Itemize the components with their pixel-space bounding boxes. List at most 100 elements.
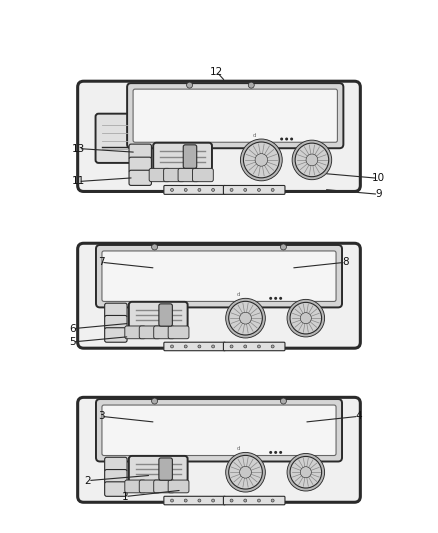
Circle shape xyxy=(269,451,272,454)
Circle shape xyxy=(230,499,233,502)
FancyBboxPatch shape xyxy=(129,302,187,328)
Text: 4: 4 xyxy=(355,411,362,421)
Circle shape xyxy=(290,456,321,488)
Text: 3: 3 xyxy=(98,411,104,421)
Circle shape xyxy=(229,301,262,335)
FancyBboxPatch shape xyxy=(154,480,174,493)
FancyBboxPatch shape xyxy=(159,304,173,326)
FancyBboxPatch shape xyxy=(223,185,285,195)
Circle shape xyxy=(269,297,272,300)
Circle shape xyxy=(306,154,318,166)
FancyBboxPatch shape xyxy=(149,168,170,182)
Circle shape xyxy=(244,189,247,191)
Text: 1: 1 xyxy=(122,491,128,502)
Circle shape xyxy=(244,345,247,348)
FancyBboxPatch shape xyxy=(78,243,360,348)
Circle shape xyxy=(280,398,286,404)
FancyBboxPatch shape xyxy=(159,458,173,480)
Text: 9: 9 xyxy=(375,189,381,199)
Circle shape xyxy=(226,298,265,338)
FancyBboxPatch shape xyxy=(168,326,189,339)
FancyBboxPatch shape xyxy=(129,170,152,185)
Text: 6: 6 xyxy=(69,324,76,334)
Circle shape xyxy=(187,82,193,88)
Circle shape xyxy=(170,189,173,191)
Circle shape xyxy=(295,143,328,177)
Circle shape xyxy=(271,345,274,348)
FancyBboxPatch shape xyxy=(102,405,336,456)
Circle shape xyxy=(279,297,282,300)
Text: d: d xyxy=(237,447,240,451)
Circle shape xyxy=(240,466,251,478)
Circle shape xyxy=(285,138,288,141)
FancyBboxPatch shape xyxy=(154,326,174,339)
FancyBboxPatch shape xyxy=(164,496,226,505)
FancyBboxPatch shape xyxy=(164,168,184,182)
FancyBboxPatch shape xyxy=(127,83,343,148)
Circle shape xyxy=(290,302,321,334)
Circle shape xyxy=(258,345,261,348)
FancyBboxPatch shape xyxy=(105,470,127,484)
Text: 5: 5 xyxy=(69,337,76,347)
FancyBboxPatch shape xyxy=(96,399,342,462)
Text: d: d xyxy=(252,133,256,138)
FancyBboxPatch shape xyxy=(193,168,213,182)
Text: 2: 2 xyxy=(85,475,92,486)
Circle shape xyxy=(292,140,332,180)
FancyBboxPatch shape xyxy=(133,89,337,142)
Text: 11: 11 xyxy=(72,176,85,187)
FancyBboxPatch shape xyxy=(168,480,189,493)
Circle shape xyxy=(198,499,201,502)
Circle shape xyxy=(280,138,283,141)
Circle shape xyxy=(198,189,201,191)
Circle shape xyxy=(152,398,158,404)
FancyBboxPatch shape xyxy=(139,326,160,339)
Circle shape xyxy=(287,454,325,491)
Circle shape xyxy=(240,139,282,181)
Circle shape xyxy=(244,142,279,178)
Circle shape xyxy=(255,154,268,166)
Circle shape xyxy=(240,312,251,324)
Circle shape xyxy=(184,499,187,502)
FancyBboxPatch shape xyxy=(129,157,152,172)
FancyBboxPatch shape xyxy=(105,303,127,318)
Circle shape xyxy=(230,189,233,191)
FancyBboxPatch shape xyxy=(105,482,127,496)
FancyBboxPatch shape xyxy=(95,114,133,163)
Circle shape xyxy=(248,82,254,88)
FancyBboxPatch shape xyxy=(164,342,226,351)
FancyBboxPatch shape xyxy=(78,81,360,191)
Text: 7: 7 xyxy=(98,257,104,267)
Circle shape xyxy=(258,189,261,191)
Text: 12: 12 xyxy=(210,67,223,77)
Circle shape xyxy=(300,313,311,324)
Circle shape xyxy=(244,499,247,502)
FancyBboxPatch shape xyxy=(139,480,160,493)
FancyBboxPatch shape xyxy=(164,185,226,195)
Circle shape xyxy=(271,189,274,191)
FancyBboxPatch shape xyxy=(129,144,152,159)
Circle shape xyxy=(274,451,277,454)
Text: 13: 13 xyxy=(72,143,85,154)
FancyBboxPatch shape xyxy=(105,457,127,472)
Circle shape xyxy=(212,345,215,348)
FancyBboxPatch shape xyxy=(105,316,127,330)
FancyBboxPatch shape xyxy=(125,480,145,493)
FancyBboxPatch shape xyxy=(153,143,212,171)
Circle shape xyxy=(287,300,325,337)
Circle shape xyxy=(184,189,187,191)
Circle shape xyxy=(198,345,201,348)
FancyBboxPatch shape xyxy=(183,145,197,168)
FancyBboxPatch shape xyxy=(96,245,342,308)
Circle shape xyxy=(230,345,233,348)
Circle shape xyxy=(280,244,286,250)
Circle shape xyxy=(170,345,173,348)
FancyBboxPatch shape xyxy=(125,326,145,339)
Text: 8: 8 xyxy=(343,257,349,267)
Circle shape xyxy=(184,345,187,348)
Circle shape xyxy=(170,499,173,502)
Circle shape xyxy=(226,453,265,492)
FancyBboxPatch shape xyxy=(102,251,336,302)
FancyBboxPatch shape xyxy=(129,456,187,482)
Circle shape xyxy=(212,499,215,502)
